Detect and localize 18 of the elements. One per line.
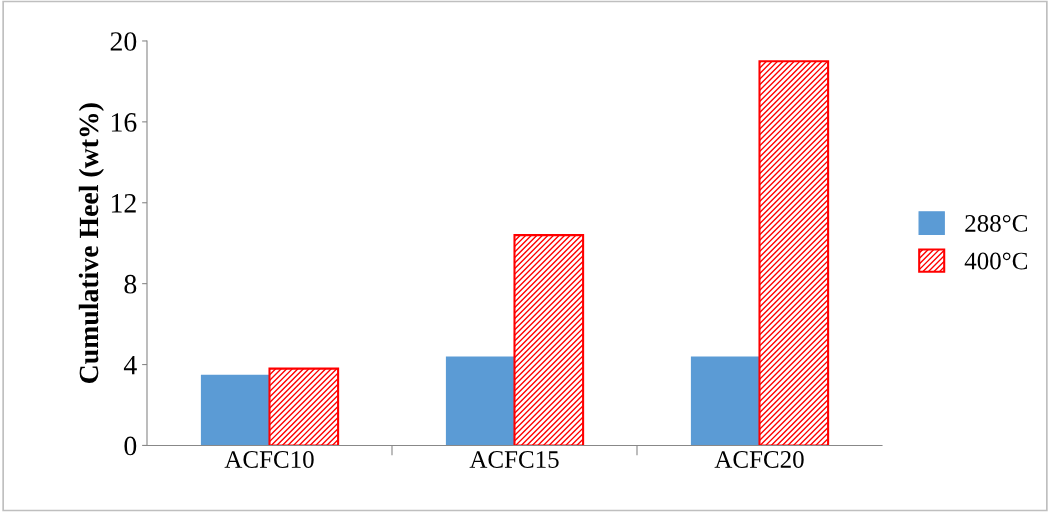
legend-label: 400°C bbox=[964, 252, 1027, 270]
y-tick-label: 0 bbox=[124, 436, 137, 456]
x-tick-label: ACFC10 bbox=[224, 451, 314, 468]
bar bbox=[445, 356, 515, 446]
x-tick-label: ACFC20 bbox=[714, 451, 804, 468]
bar bbox=[200, 374, 270, 446]
bar bbox=[758, 60, 830, 446]
bar bbox=[690, 356, 760, 446]
legend-label: 288°C bbox=[965, 215, 1027, 232]
x-tick-label: ACFC15 bbox=[469, 451, 559, 468]
bar bbox=[513, 234, 585, 446]
y-tick-label: 8 bbox=[124, 274, 137, 294]
y-tick-label: 16 bbox=[111, 113, 137, 132]
y-tick-label: 12 bbox=[111, 194, 136, 213]
y-tick-label: 4 bbox=[123, 355, 137, 375]
y-tick-label: 20 bbox=[110, 32, 137, 51]
bar bbox=[268, 367, 340, 446]
y-axis-title: Cumulative Heel (wt%) bbox=[78, 103, 104, 384]
